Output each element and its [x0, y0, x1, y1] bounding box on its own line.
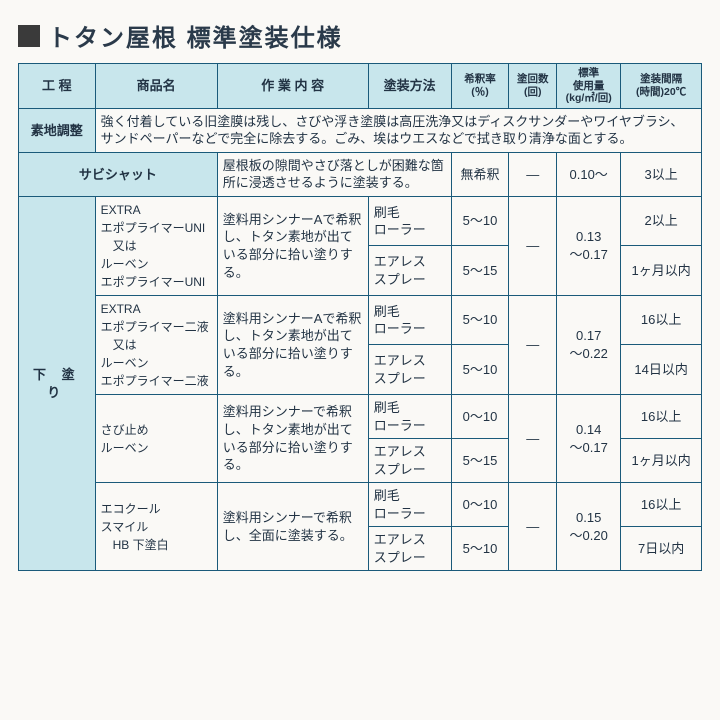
- g3-int1: 16以上: [621, 394, 702, 438]
- page-title: トタン屋根 標準塗装仕様: [48, 18, 343, 53]
- g4-int1: 16以上: [621, 483, 702, 527]
- g4-work: 塗料用シンナーで希釈し、全面に塗装する。: [217, 483, 368, 571]
- g3-m2: エアレススプレー: [368, 439, 451, 483]
- row-g2-a: EXTRAエポプライマー二液 又はルーベンエポプライマー二液 塗料用シンナーAで…: [19, 295, 702, 345]
- sabishut-interval: 3以上: [621, 152, 702, 196]
- row-g1-a: 下 塗 り EXTRAエポプライマーUNI 又はルーベンエポプライマーUNI 塗…: [19, 196, 702, 246]
- sabishut-dilute: 無希釈: [451, 152, 509, 196]
- g2-int2: 14日以内: [621, 345, 702, 395]
- col-process: 工 程: [19, 64, 96, 109]
- g1-product: EXTRAエポプライマーUNI 又はルーベンエポプライマーUNI: [95, 196, 217, 295]
- sabishut-label: サビシャット: [19, 152, 218, 196]
- g3-work: 塗料用シンナーで希釈し、トタン素地が出ている部分に拾い塗りする。: [217, 394, 368, 482]
- title-square-icon: [18, 25, 40, 47]
- g3-int2: 1ヶ月以内: [621, 439, 702, 483]
- g4-product: エコクールスマイル HB 下塗白: [95, 483, 217, 571]
- g3-coats: ―: [509, 394, 557, 482]
- g2-usage: 0.17～0.22: [557, 295, 621, 394]
- row-sochi: 素地調整 強く付着している旧塗膜は残し、さびや浮き塗膜は高圧洗浄又はディスクサン…: [19, 108, 702, 152]
- g1-work: 塗料用シンナーAで希釈し、トタン素地が出ている部分に拾い塗りする。: [217, 196, 368, 295]
- col-coats: 塗回数(回): [509, 64, 557, 109]
- col-interval: 塗装間隔(時間)20℃: [621, 64, 702, 109]
- page-title-row: トタン屋根 標準塗装仕様: [18, 18, 702, 53]
- shitanuri-label: 下 塗 り: [19, 196, 96, 570]
- g1-m1: 刷毛ローラー: [368, 196, 451, 246]
- g1-usage: 0.13～0.17: [557, 196, 621, 295]
- g1-m2: エアレススプレー: [368, 246, 451, 296]
- col-work: 作 業 内 容: [217, 64, 368, 109]
- col-product: 商品名: [95, 64, 217, 109]
- g4-int2: 7日以内: [621, 527, 702, 571]
- g4-m2: エアレススプレー: [368, 527, 451, 571]
- g1-int2: 1ヶ月以内: [621, 246, 702, 296]
- header-row: 工 程 商品名 作 業 内 容 塗装方法 希釈率(％) 塗回数(回) 標準使用量…: [19, 64, 702, 109]
- spec-table: 工 程 商品名 作 業 内 容 塗装方法 希釈率(％) 塗回数(回) 標準使用量…: [18, 63, 702, 571]
- row-g3-a: さび止めルーベン 塗料用シンナーで希釈し、トタン素地が出ている部分に拾い塗りする…: [19, 394, 702, 438]
- g2-work: 塗料用シンナーAで希釈し、トタン素地が出ている部分に拾い塗りする。: [217, 295, 368, 394]
- g3-usage: 0.14～0.17: [557, 394, 621, 482]
- col-method: 塗装方法: [368, 64, 451, 109]
- g1-d2: 5～15: [451, 246, 509, 296]
- g4-usage: 0.15～0.20: [557, 483, 621, 571]
- sochi-label: 素地調整: [19, 108, 96, 152]
- g3-d1: 0～10: [451, 394, 509, 438]
- g2-d1: 5～10: [451, 295, 509, 345]
- row-g4-a: エコクールスマイル HB 下塗白 塗料用シンナーで希釈し、全面に塗装する。 刷毛…: [19, 483, 702, 527]
- sochi-body: 強く付着している旧塗膜は残し、さびや浮き塗膜は高圧洗浄又はディスクサンダーやワイ…: [95, 108, 701, 152]
- g2-int1: 16以上: [621, 295, 702, 345]
- g4-d1: 0～10: [451, 483, 509, 527]
- g3-d2: 5～15: [451, 439, 509, 483]
- g3-m1: 刷毛ローラー: [368, 394, 451, 438]
- g2-m1: 刷毛ローラー: [368, 295, 451, 345]
- g2-d2: 5～10: [451, 345, 509, 395]
- sabishut-usage: 0.10～: [557, 152, 621, 196]
- g2-product: EXTRAエポプライマー二液 又はルーベンエポプライマー二液: [95, 295, 217, 394]
- g1-int1: 2以上: [621, 196, 702, 246]
- g4-coats: ―: [509, 483, 557, 571]
- g3-product: さび止めルーベン: [95, 394, 217, 482]
- g4-m1: 刷毛ローラー: [368, 483, 451, 527]
- col-dilution: 希釈率(％): [451, 64, 509, 109]
- col-usage: 標準使用量(kg/㎡/回): [557, 64, 621, 109]
- g4-d2: 5～10: [451, 527, 509, 571]
- sabishut-work: 屋根板の隙間やさび落としが困難な箇所に浸透させるように塗装する。: [217, 152, 451, 196]
- g1-d1: 5～10: [451, 196, 509, 246]
- g1-coats: ―: [509, 196, 557, 295]
- g2-m2: エアレススプレー: [368, 345, 451, 395]
- sabishut-coats: ―: [509, 152, 557, 196]
- row-sabishut: サビシャット 屋根板の隙間やさび落としが困難な箇所に浸透させるように塗装する。 …: [19, 152, 702, 196]
- g2-coats: ―: [509, 295, 557, 394]
